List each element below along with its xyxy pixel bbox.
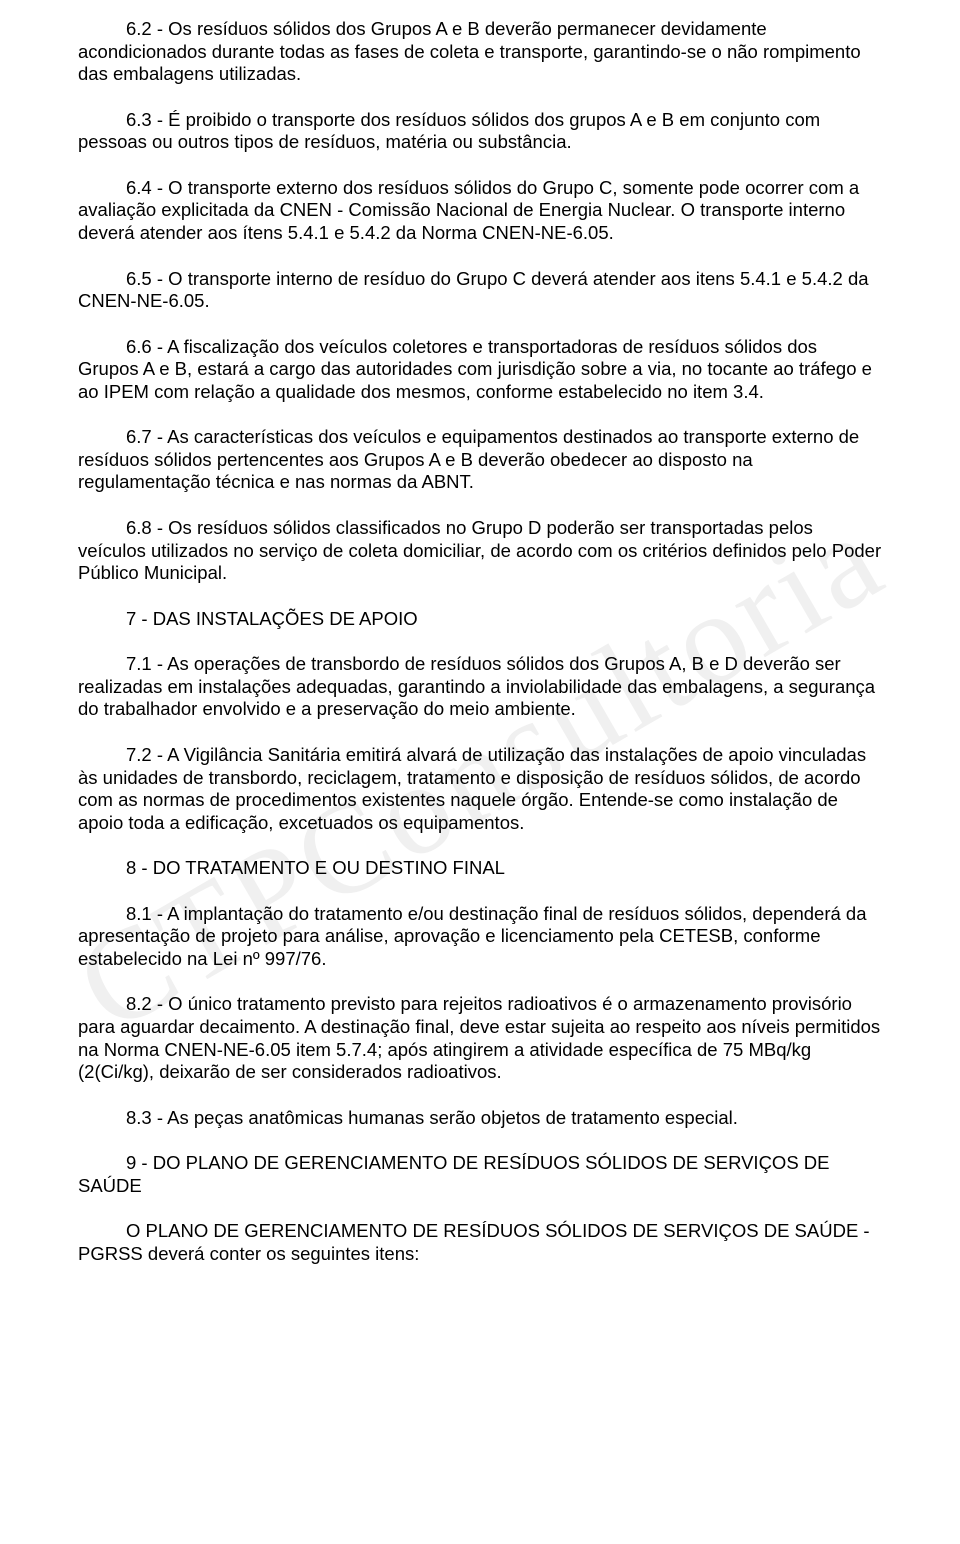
paragraph: 6.4 - O transporte externo dos resíduos … (78, 177, 882, 245)
paragraph: 7 - DAS INSTALAÇÕES DE APOIO (78, 608, 882, 631)
paragraph: 6.8 - Os resíduos sólidos classificados … (78, 517, 882, 585)
document-page: CTPConsultoria 6.2 - Os resíduos sólidos… (0, 0, 960, 1544)
paragraph: 8.2 - O único tratamento previsto para r… (78, 993, 882, 1083)
paragraph: 7.2 - A Vigilância Sanitária emitirá alv… (78, 744, 882, 834)
paragraph: 6.3 - É proibido o transporte dos resídu… (78, 109, 882, 154)
paragraph: 6.2 - Os resíduos sólidos dos Grupos A e… (78, 18, 882, 86)
paragraph: 8 - DO TRATAMENTO E OU DESTINO FINAL (78, 857, 882, 880)
paragraph: 6.6 - A fiscalização dos veículos coleto… (78, 336, 882, 404)
paragraph: 8.1 - A implantação do tratamento e/ou d… (78, 903, 882, 971)
paragraph: 6.7 - As características dos veículos e … (78, 426, 882, 494)
paragraph: 6.5 - O transporte interno de resíduo do… (78, 268, 882, 313)
paragraph: O PLANO DE GERENCIAMENTO DE RESÍDUOS SÓL… (78, 1220, 882, 1265)
paragraph: 7.1 - As operações de transbordo de resí… (78, 653, 882, 721)
paragraph: 8.3 - As peças anatômicas humanas serão … (78, 1107, 882, 1130)
paragraph: 9 - DO PLANO DE GERENCIAMENTO DE RESÍDUO… (78, 1152, 882, 1197)
document-body: 6.2 - Os resíduos sólidos dos Grupos A e… (78, 18, 882, 1266)
